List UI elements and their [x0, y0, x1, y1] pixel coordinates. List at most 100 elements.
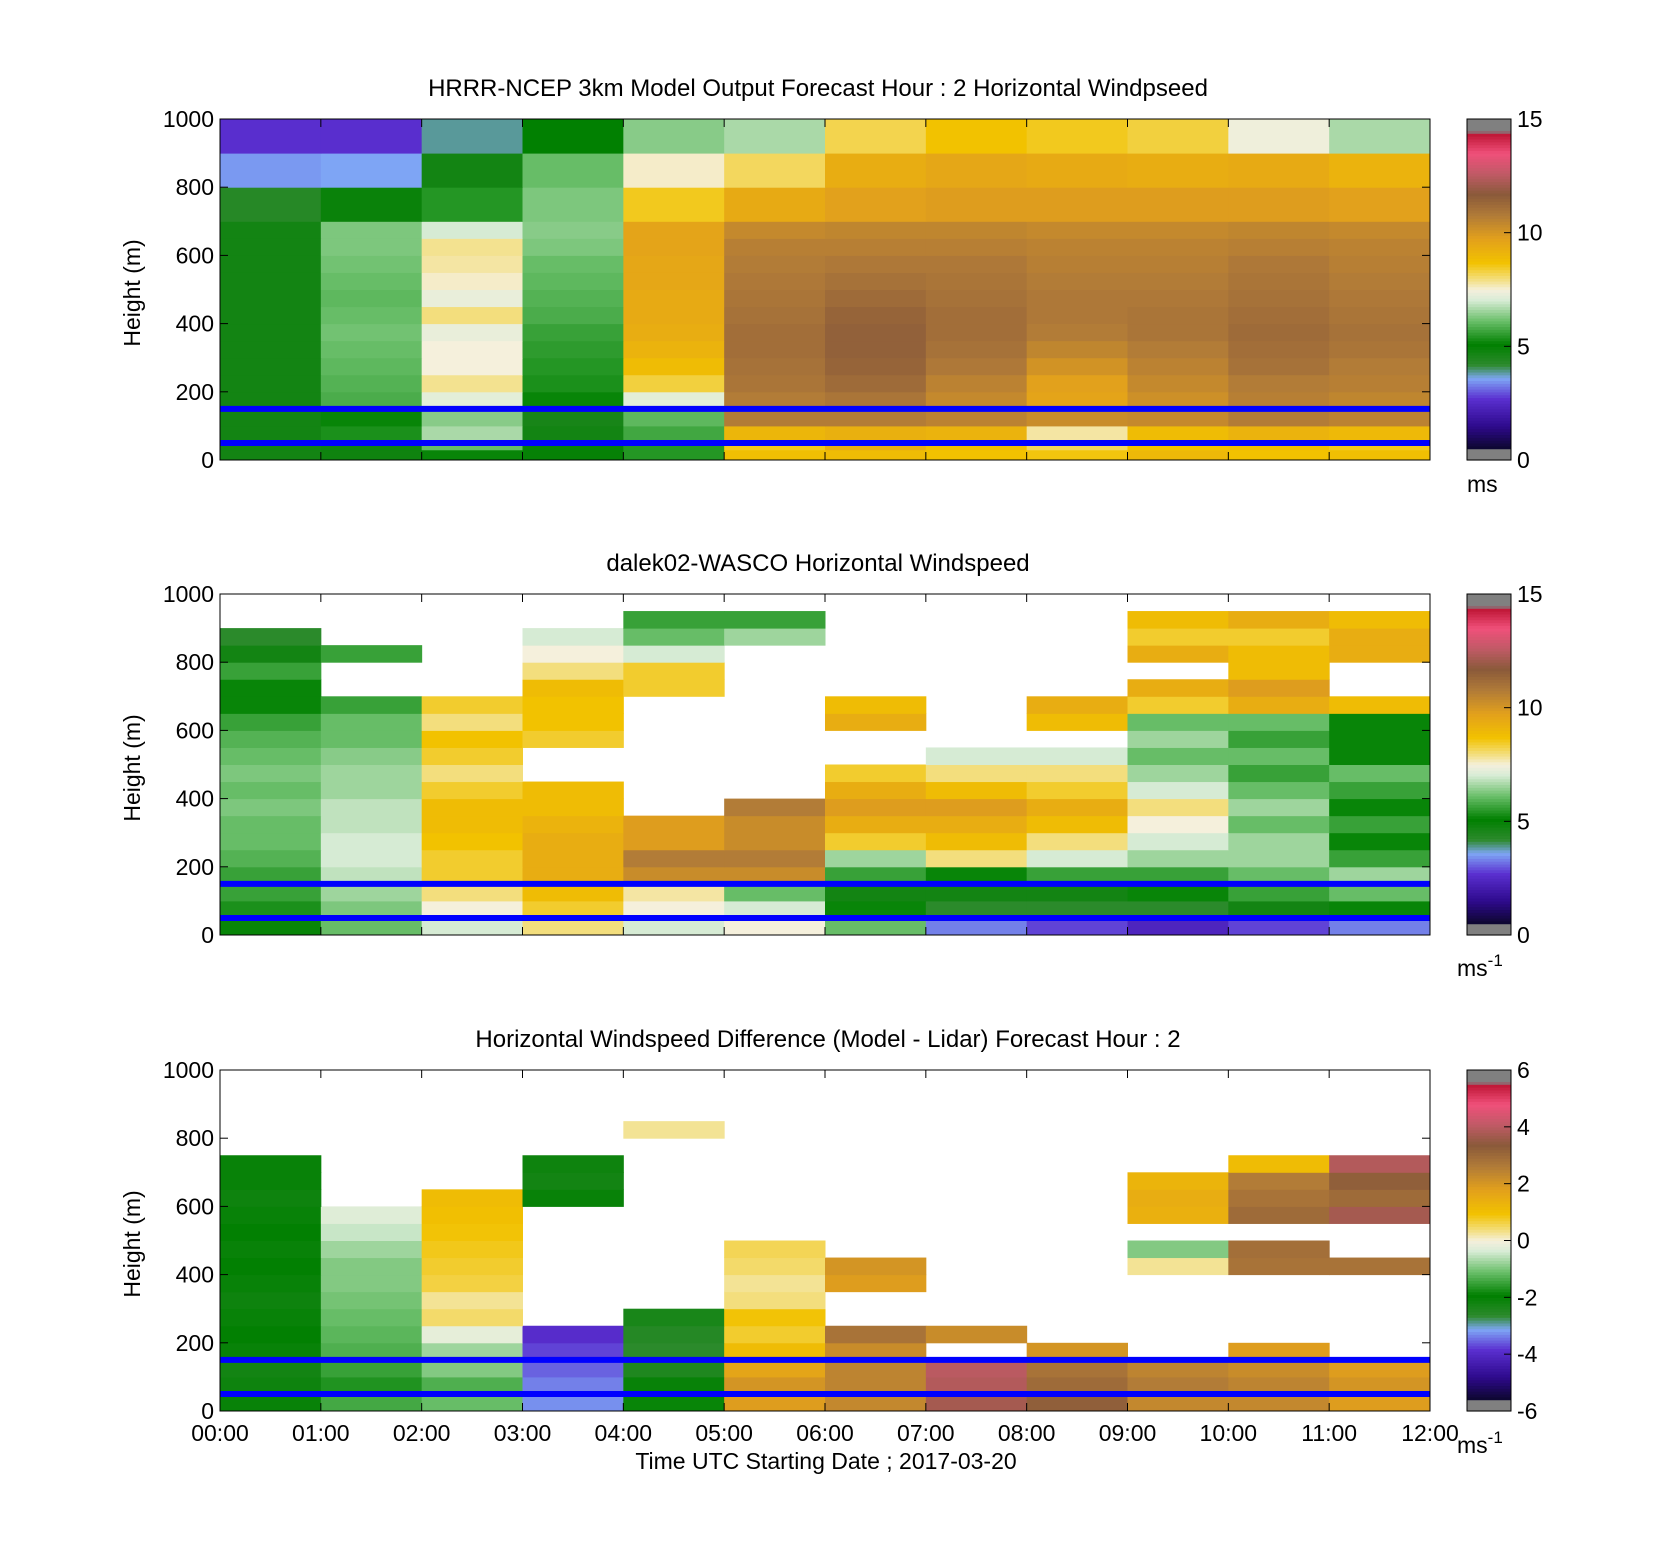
- colorbar-segment: [1467, 1291, 1511, 1296]
- heatmap-cell: [320, 357, 423, 376]
- colorbar-segment: [1467, 360, 1511, 364]
- heatmap-cell: [1127, 781, 1229, 800]
- y-tick-label: 200: [176, 379, 214, 405]
- colorbar-segment: [1467, 616, 1511, 621]
- colorbar-segment: [1467, 377, 1511, 382]
- x-axis-ticks: [219, 1070, 1431, 1411]
- colorbar-segment: [1467, 727, 1511, 731]
- colorbar-segment: [1467, 252, 1511, 256]
- heatmap-cell: [623, 187, 725, 222]
- heatmap-cell: [1329, 238, 1431, 256]
- colorbar-segment: [1467, 1342, 1511, 1347]
- heatmap-cell: [220, 449, 322, 461]
- heatmap-cell: [1228, 153, 1330, 188]
- heatmap-cell: [1127, 1376, 1229, 1395]
- colorbar-segment: [1467, 246, 1511, 251]
- colorbar-segment: [1467, 932, 1511, 936]
- heatmap-cell: [925, 798, 1028, 817]
- heatmap-cell: [320, 119, 423, 154]
- heatmap-cell: [825, 119, 927, 154]
- heatmap-cell: [1228, 730, 1330, 748]
- heatmap-cell: [220, 696, 322, 714]
- heatmap-cell: [1127, 374, 1229, 393]
- heatmap-cell: [1026, 272, 1128, 290]
- x-tick-label: 07:00: [897, 1420, 955, 1446]
- heatmap-cell: [1127, 1359, 1229, 1378]
- colorbar-segment: [1467, 278, 1511, 282]
- heatmap-cell: [724, 323, 826, 342]
- colorbar-segment: [1467, 1311, 1511, 1315]
- heatmap-cell: [1026, 425, 1128, 441]
- colorbar-segment: [1467, 1112, 1511, 1117]
- heatmap-cell: [220, 883, 322, 902]
- heatmap-cell: [1228, 713, 1330, 731]
- heatmap-cell: [421, 1189, 523, 1207]
- heatmap-cell: [1228, 679, 1330, 697]
- heatmap-cell: [825, 221, 927, 239]
- heatmap-cell: [320, 374, 423, 393]
- heatmap-cell: [1329, 866, 1431, 885]
- heatmap-cell: [421, 306, 523, 325]
- colorbar-segment: [1467, 269, 1511, 274]
- colorbar: -6 -4 -2 0 2 4 6: [1466, 1057, 1538, 1424]
- colorbar-segment: [1467, 1070, 1511, 1074]
- colorbar-segment: [1467, 212, 1511, 217]
- colorbar-segment: [1467, 673, 1511, 678]
- colorbar-segment: [1467, 329, 1511, 333]
- heatmap-cell: [1329, 1257, 1431, 1276]
- heatmap-cell: [220, 340, 322, 359]
- heatmap-cell: [1026, 781, 1128, 800]
- heatmap-cell: [522, 323, 624, 342]
- heatmap-cell: [1228, 1240, 1330, 1259]
- colorbar-segment: [1467, 144, 1511, 149]
- heatmap-cell: [421, 357, 523, 376]
- colorbar-segment: [1467, 844, 1511, 848]
- heatmap-cell: [320, 713, 423, 731]
- heatmap-cell: [925, 900, 1028, 919]
- heatmap-cell: [925, 1325, 1028, 1344]
- colorbar-segment: [1467, 895, 1511, 899]
- heatmap-cell: [1329, 1172, 1431, 1190]
- heatmap-cell: [1329, 1393, 1431, 1412]
- heatmap-cell: [925, 187, 1028, 222]
- heatmap-cell: [825, 798, 927, 817]
- colorbar-segment: [1467, 1197, 1511, 1202]
- heatmap-cell: [1329, 696, 1431, 714]
- colorbar-segment: [1467, 1297, 1511, 1301]
- heatmap-cell: [825, 289, 927, 308]
- colorbar-segment: [1467, 1314, 1511, 1318]
- heatmap-cell: [1127, 611, 1229, 629]
- heatmap-cell: [522, 628, 624, 646]
- heatmap-cell: [1127, 628, 1229, 646]
- colorbar-segment: [1467, 633, 1511, 638]
- colorbar-segment: [1467, 388, 1511, 393]
- heatmap-cell: [421, 425, 523, 441]
- heatmap-cell: [1228, 764, 1330, 783]
- heatmap-cell: [1228, 119, 1330, 154]
- colorbar-segment: [1467, 1317, 1511, 1321]
- heatmap-cell: [1329, 832, 1431, 851]
- colorbar-segment: [1467, 1246, 1511, 1250]
- x-tick-label: 08:00: [998, 1420, 1056, 1446]
- y-tick-label: 400: [176, 786, 214, 812]
- colorbar-segment: [1467, 141, 1511, 146]
- colorbar-tick-label: 0: [1517, 1228, 1530, 1254]
- y-tick-label: 400: [176, 1262, 214, 1288]
- heatmap-cell: [925, 1393, 1028, 1412]
- reference-lines: [220, 1356, 1430, 1397]
- heatmap-cell: [220, 679, 322, 697]
- y-axis-ticks: 0 200 400 600 800 1000: [163, 581, 1430, 948]
- heatmap-cell: [724, 1393, 826, 1412]
- heatmap-cell: [421, 883, 523, 902]
- heatmap-cell: [1329, 374, 1431, 393]
- heatmap-cell: [421, 119, 523, 154]
- heatmap-cell: [1127, 1189, 1229, 1207]
- colorbar-segment: [1467, 841, 1511, 845]
- colorbar-segment: [1467, 1374, 1511, 1378]
- colorbar-segment: [1467, 733, 1511, 737]
- colorbar-segment: [1467, 1337, 1511, 1341]
- heatmap-cell: [724, 272, 826, 290]
- heatmap-cell: [1329, 1206, 1431, 1224]
- heatmap-cell: [220, 713, 322, 731]
- heatmap-cell: [522, 781, 624, 800]
